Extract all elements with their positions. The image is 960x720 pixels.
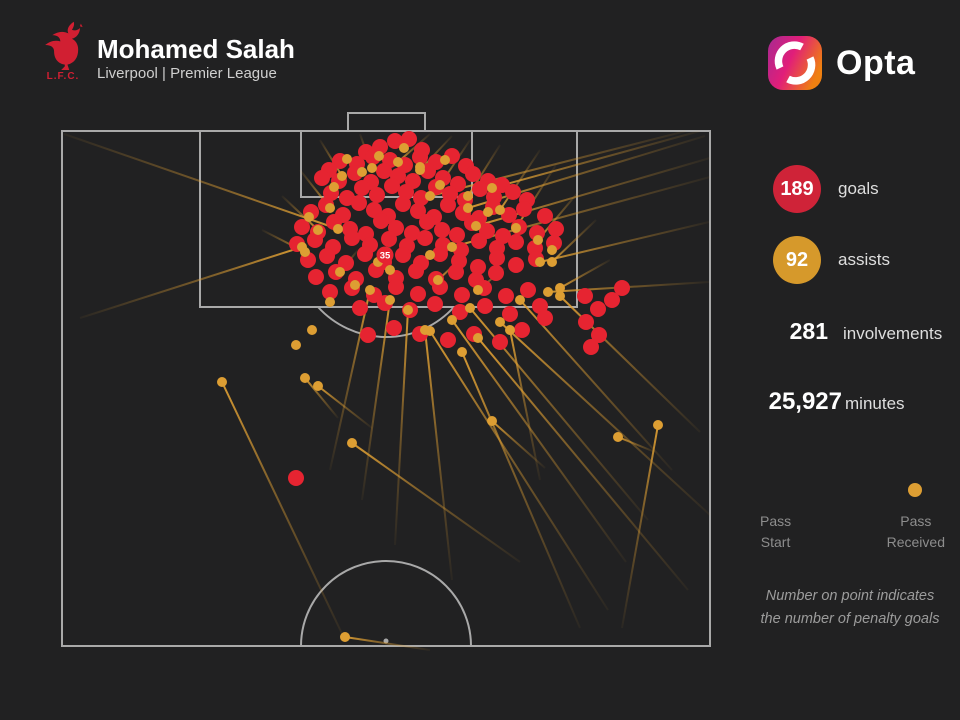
assists-label: assists [838, 250, 890, 269]
assist-dots-layer [217, 143, 663, 642]
involvements-label: involvements [843, 324, 943, 343]
penalty-note: Number on point indicates the number of … [740, 585, 960, 631]
penalty-note-line1: Number on point indicates [765, 588, 935, 604]
pass-legend: Pass Start Pass Received [760, 480, 945, 553]
liverpool-crest: L.F.C. [36, 20, 90, 82]
crest-label: L.F.C. [46, 71, 80, 82]
goals-label: goals [838, 179, 879, 198]
stats-panel: 189 goals 92 assists 281 involvements 25… [740, 150, 960, 720]
stat-involvements: 281 involvements [740, 318, 960, 345]
pitch-lines [61, 112, 711, 647]
legend-pass-received: Pass Received [886, 513, 945, 550]
penalty-note-line2: the number of penalty goals [760, 611, 940, 628]
stat-goals: 189 goals [773, 165, 879, 213]
opta-badge-icon [768, 36, 822, 90]
legend-pass-start: Pass Start [760, 513, 792, 550]
liverpool-liverbird-icon [45, 21, 83, 70]
opta-logo: Opta [768, 36, 915, 90]
stat-minutes: 25,927 minutes [740, 388, 960, 416]
goals-circle: 189 [773, 165, 821, 213]
penalty-goal-marker: 35 [376, 246, 394, 264]
minutes-value: 25,927 [768, 388, 842, 415]
involvements-value: 281 [789, 318, 828, 344]
page-title: Mohamed Salah [97, 34, 295, 64]
assists-circle: 92 [773, 236, 821, 284]
page-subtitle: Liverpool | Premier League [97, 65, 277, 82]
svg-text:35: 35 [380, 251, 391, 262]
stat-assists: 92 assists [773, 236, 890, 284]
opta-wordmark: Opta [836, 43, 916, 82]
minutes-label: minutes [845, 394, 905, 413]
legend-line-svg [766, 483, 922, 497]
